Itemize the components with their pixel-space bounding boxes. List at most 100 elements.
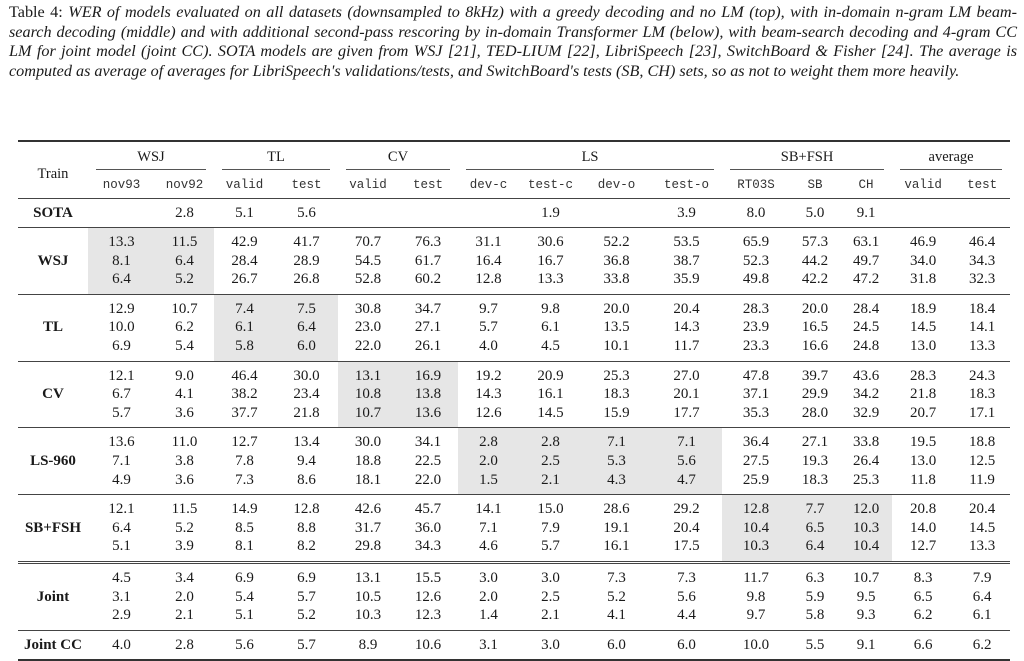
sota-value: 5.1: [214, 198, 275, 228]
wer-value: 7.1: [677, 434, 696, 451]
wer-cell: 13.4 9.4 8.6: [275, 427, 338, 495]
wer-cell: 28.3 23.9 23.3: [722, 293, 791, 362]
wer-value: 20.9: [537, 367, 564, 384]
wer-value: 23.9: [742, 319, 770, 336]
wer-value: 4.0: [479, 337, 498, 354]
wer-cell: 12.1 6.4 5.1: [88, 494, 155, 563]
wer-value: 16.6: [801, 337, 829, 354]
wer-value: 6.4: [297, 319, 316, 336]
train-label: WSJ: [18, 227, 88, 295]
dataset-group-label: CV: [346, 149, 450, 170]
wer-value: 24.3: [968, 367, 996, 384]
wer-value: 8.3: [913, 569, 933, 586]
wer-cell: 6.9 5.4 5.1: [214, 560, 275, 631]
wer-value: 9.7: [479, 300, 498, 317]
wer-value: 28.4: [231, 252, 258, 269]
wer-value: 8.6: [297, 471, 316, 488]
wer-value: 7.3: [677, 569, 696, 586]
wer-value: 18.8: [968, 434, 996, 451]
wer-value: 6.0: [297, 337, 316, 354]
wer-cell: 27.1 19.3 18.3: [790, 427, 841, 495]
wer-cell: 6.2: [954, 629, 1011, 661]
wer-value: 13.0: [909, 452, 937, 469]
wer-value: 29.9: [801, 386, 829, 403]
wer-value: 14.1: [475, 501, 502, 518]
wer-value: 5.5: [805, 636, 825, 653]
wer-value: 4.0: [112, 636, 131, 653]
wer-cell: 29.2 20.4 17.5: [651, 494, 723, 563]
wer-value: 23.3: [742, 337, 770, 354]
wer-value: 47.8: [742, 367, 770, 384]
wer-cell: 28.3 21.8 20.7: [892, 360, 955, 428]
wer-value: 14.5: [537, 404, 564, 421]
wer-value: 37.1: [742, 386, 770, 403]
split-header: valid: [904, 178, 942, 192]
train-block-cv: CV 12.1 6.7 5.7 9.0 4.1 3.6 46.4 38.2 37.7 30.0 23.…: [18, 360, 1011, 428]
split-header: dev-c: [469, 178, 508, 192]
sota-value: 2.8: [155, 198, 214, 228]
wer-cell: 6.9 5.7 5.2: [275, 560, 338, 631]
wer-value: 61.7: [414, 252, 442, 269]
table-caption: Table 4: WER of models evaluated on all …: [9, 3, 1017, 81]
wer-cell: 27.0 20.1 17.7: [651, 360, 723, 428]
sota-value: 1.9: [519, 198, 582, 228]
wer-value: 13.6: [414, 404, 442, 421]
wer-value: 5.7: [541, 538, 560, 555]
wer-value: 22.0: [354, 337, 382, 354]
wer-value: 34.7: [414, 300, 442, 317]
dataset-group-header: WSJ: [88, 141, 214, 172]
wer-cell: 11.7 9.8 9.7: [722, 560, 791, 631]
wer-value: 8.2: [297, 538, 316, 555]
wer-value: 9.3: [856, 607, 876, 624]
wer-value: 3.0: [541, 636, 560, 653]
wer-value: 34.3: [968, 252, 996, 269]
wer-value: 7.1: [112, 452, 131, 469]
wer-value: 25.3: [603, 367, 630, 384]
wer-cell: 7.1 5.3 4.3: [582, 427, 651, 495]
wer-value: 53.5: [673, 234, 700, 250]
wer-value: 34.1: [414, 434, 442, 451]
wer-cell: 7.5 6.4 6.0: [275, 293, 338, 362]
wer-value: 52.2: [603, 234, 630, 250]
wer-cell: 41.7 28.9 26.8: [275, 227, 338, 295]
wer-value: 11.7: [743, 569, 769, 586]
wer-value: 7.1: [607, 434, 626, 451]
wer-cell: 10.6: [398, 629, 458, 661]
wer-value: 16.5: [801, 319, 829, 336]
wer-value: 12.0: [852, 501, 880, 518]
wer-cell: 52.2 36.8 33.8: [582, 227, 651, 295]
wer-cell: 10.7 6.2 5.4: [155, 293, 214, 362]
wer-value: 10.8: [354, 386, 382, 403]
wer-cell: 7.1 5.6 4.7: [651, 427, 723, 495]
dataset-group-header: CV: [338, 141, 458, 172]
wer-value: 54.5: [354, 252, 382, 269]
wer-value: 16.7: [537, 252, 564, 269]
wer-value: 44.2: [801, 252, 829, 269]
dataset-group-label: TL: [222, 149, 330, 170]
wer-value: 16.1: [537, 386, 564, 403]
dataset-group-label: WSJ: [96, 149, 206, 170]
wer-value: 6.4: [112, 271, 131, 288]
wer-cell: 42.6 31.7 29.8: [338, 494, 398, 563]
wer-cell: 8.9: [338, 629, 398, 661]
wer-cell: 47.8 37.1 35.3: [722, 360, 791, 428]
sota-value: 3.9: [651, 198, 723, 228]
wer-value: 4.1: [607, 607, 626, 624]
wer-value: 13.0: [909, 337, 937, 354]
wer-value: 12.1: [108, 367, 135, 384]
wer-value: 11.5: [171, 501, 198, 518]
wer-value: 10.3: [742, 538, 770, 555]
wer-cell: 10.0: [722, 629, 791, 661]
wer-value: 35.3: [742, 404, 770, 421]
wer-value: 11.7: [673, 337, 700, 354]
wer-value: 11.0: [171, 434, 198, 451]
wer-value: 12.7: [909, 538, 937, 555]
wer-value: 29.8: [354, 538, 382, 555]
wer-value: 36.8: [603, 252, 630, 269]
wer-value: 9.8: [746, 588, 766, 605]
wer-value: 2.1: [541, 607, 560, 624]
wer-value: 12.8: [742, 501, 770, 518]
wer-value: 70.7: [354, 234, 382, 250]
wer-value: 5.7: [479, 319, 498, 336]
wer-cell: 19.5 13.0 11.8: [892, 427, 955, 495]
